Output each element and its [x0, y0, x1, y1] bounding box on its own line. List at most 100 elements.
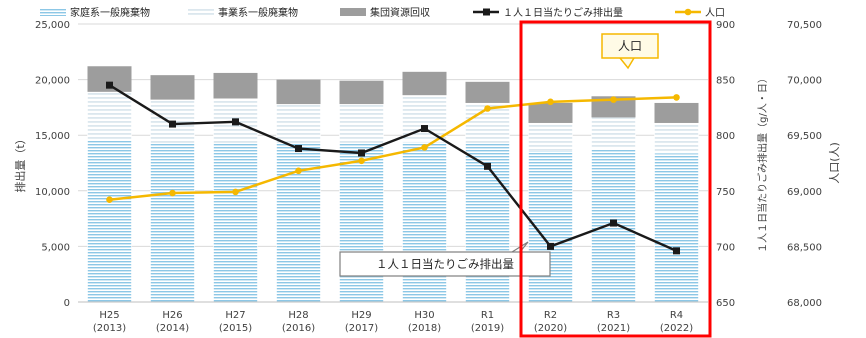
x-tick-label: H29 (2017) — [345, 310, 378, 334]
point-population — [610, 96, 617, 103]
point-per-capita — [547, 242, 554, 250]
y3-tick-label: 69,500 — [787, 131, 822, 142]
point-per-capita — [421, 125, 428, 133]
y2-tick-label: 650 — [716, 298, 735, 309]
bar-business — [87, 91, 132, 140]
legend-swatch-recycle — [340, 8, 366, 16]
point-population — [358, 157, 365, 165]
legend-label: 事業系一般廃棄物 — [218, 6, 298, 19]
point-per-capita — [610, 219, 617, 227]
bar-recycle — [528, 102, 573, 123]
bar-recycle — [213, 72, 258, 99]
legend-item: 家庭系一般廃棄物 — [40, 6, 150, 19]
bar-household — [150, 142, 195, 303]
line-population — [109, 96, 677, 201]
point-per-capita — [169, 120, 176, 128]
point-population — [232, 188, 239, 196]
bar-recycle — [465, 81, 510, 103]
bar-household — [339, 142, 384, 303]
point-per-capita — [295, 145, 302, 153]
x-tick-label: R4 (2022) — [660, 310, 693, 334]
legend-swatch-business — [188, 8, 214, 16]
highlight-rect — [519, 20, 712, 338]
bar-business — [528, 122, 573, 152]
point-population — [673, 94, 680, 101]
point-population — [169, 189, 176, 197]
y-tick-label: 15,000 — [35, 131, 70, 142]
callout-pointer-population — [619, 57, 635, 70]
point-population — [295, 167, 302, 175]
bar-household — [213, 142, 258, 303]
y-tick-label: 25,000 — [35, 20, 70, 31]
series-lines — [106, 81, 680, 255]
bar-business — [276, 103, 321, 144]
y2-axis-title: １人１日当たりごみ排出量（g/人・日） — [756, 73, 769, 253]
callout-per-capita — [339, 251, 551, 277]
bars — [87, 66, 699, 303]
x-tick-label: R1 (2019) — [471, 310, 504, 334]
legend-item: 人口 — [675, 7, 725, 19]
y2-tick-label: 750 — [716, 187, 735, 198]
legend-item: 集団資源回収 — [340, 6, 430, 19]
y-tick-label: 0 — [64, 298, 70, 309]
y-tick-label: 5,000 — [41, 242, 70, 253]
y2-tick-label: 850 — [716, 76, 735, 87]
x-tick-label: R3 (2021) — [597, 310, 630, 334]
callout-population — [601, 33, 659, 59]
bar-household — [402, 141, 447, 303]
bar-recycle — [402, 71, 447, 96]
legend-item: 事業系一般廃棄物 — [188, 6, 298, 19]
point-per-capita — [673, 247, 680, 255]
point-per-capita — [358, 149, 365, 157]
x-tick-label: H28 (2016) — [282, 310, 315, 334]
callout-per-capita-label: １人１日当たりごみ排出量 — [376, 257, 514, 271]
y2-tick-label: 800 — [716, 131, 735, 142]
legend-label: 家庭系一般廃棄物 — [70, 6, 150, 19]
y-tick-label: 20,000 — [35, 76, 70, 87]
y3-tick-label: 68,500 — [787, 242, 822, 253]
bar-household — [654, 152, 699, 303]
bar-business — [339, 103, 384, 144]
point-per-capita — [106, 81, 113, 89]
x-tick-label: H25 (2013) — [93, 310, 126, 334]
highlight-frame — [519, 20, 712, 338]
y2-tick-label: 900 — [716, 20, 735, 31]
bar-recycle — [150, 75, 195, 100]
bar-recycle — [276, 79, 321, 105]
annotations: 人口 １人１日当たりごみ排出量 — [339, 33, 659, 277]
y3-tick-label: 70,500 — [787, 20, 822, 31]
point-population — [547, 98, 554, 106]
x-tick-label: H30 (2018) — [408, 310, 441, 334]
tick-labels: 0 5,000 10,000 15,000 20,000 25,000 650 700 750 8… — [13, 20, 841, 334]
point-per-capita — [484, 162, 491, 170]
bar-household — [276, 142, 321, 303]
legend-label: 人口 — [705, 7, 725, 19]
bar-recycle — [654, 102, 699, 123]
y-tick-label: 10,000 — [35, 187, 70, 198]
point-per-capita — [232, 118, 239, 126]
legend-label: 集団資源回収 — [370, 6, 430, 19]
y3-axis-title: 人口(人) — [828, 142, 841, 184]
y2-tick-label: 700 — [716, 242, 735, 253]
x-tick-label: H27 (2015) — [219, 310, 252, 334]
point-population — [106, 196, 113, 203]
bar-household — [87, 139, 132, 303]
legend-swatch-household — [40, 8, 66, 16]
y3-tick-label: 69,000 — [787, 187, 822, 198]
bar-recycle — [591, 96, 636, 118]
point-population — [484, 105, 491, 112]
legend-item: １人１日当たりごみ排出量 — [473, 6, 623, 19]
legend: 家庭系一般廃棄物 事業系一般廃棄物 集団資源回収 １人１日当たりごみ排出量 人口 — [40, 6, 725, 19]
callout-population-label: 人口 — [618, 39, 642, 53]
legend-label: １人１日当たりごみ排出量 — [503, 6, 623, 19]
point-population — [421, 144, 428, 151]
bar-business — [654, 122, 699, 154]
y3-tick-label: 68,000 — [787, 298, 822, 309]
x-tick-label: R2 (2020) — [534, 310, 567, 334]
y-axis-title: 排出量（t） — [13, 133, 27, 192]
bar-business — [591, 117, 636, 149]
line-per-capita — [108, 84, 677, 252]
bar-recycle — [339, 80, 384, 105]
y3-tick-label: 70,000 — [787, 76, 822, 87]
